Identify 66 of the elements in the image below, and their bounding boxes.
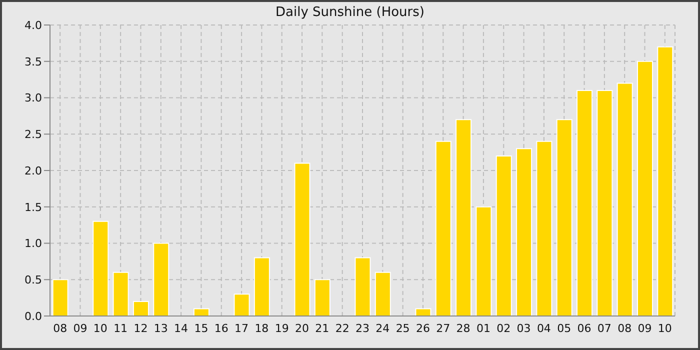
- y-tick-label: 3.5: [24, 55, 42, 68]
- x-tick-label: 23: [356, 322, 370, 335]
- x-tick-label: 04: [536, 322, 551, 335]
- bar: [415, 308, 432, 316]
- bar: [556, 119, 572, 316]
- bar: [254, 257, 270, 316]
- bar: [516, 148, 532, 316]
- x-tick-label: 08: [53, 322, 68, 335]
- bar: [314, 279, 330, 316]
- x-tick-label: 15: [194, 322, 208, 335]
- x-tick-label: 28: [456, 322, 470, 335]
- x-tick-label: 24: [376, 322, 390, 335]
- x-tick-label: 03: [516, 322, 531, 335]
- bar: [92, 220, 109, 316]
- x-tick-label: 07: [597, 322, 612, 335]
- x-tick-label: 16: [214, 322, 228, 335]
- x-tick-label: 25: [396, 322, 410, 335]
- x-tick-label: 27: [436, 322, 450, 335]
- bar: [536, 140, 552, 316]
- x-tick-label: 12: [134, 322, 148, 335]
- x-tick-label: 01: [476, 322, 490, 335]
- y-tick-label: 4.0: [24, 18, 42, 32]
- y-tick-label: 2.5: [24, 128, 42, 142]
- bar: [616, 82, 633, 316]
- y-tick-label: 1.5: [24, 200, 42, 214]
- x-tick-label: 20: [295, 322, 310, 335]
- x-tick-label: 14: [174, 322, 188, 335]
- bar: [52, 279, 68, 316]
- x-tick-label: 02: [496, 322, 511, 335]
- bar: [374, 272, 391, 316]
- x-tick-label: 10: [93, 322, 108, 335]
- bar: [496, 155, 512, 316]
- chart-title: Daily Sunshine (Hours): [274, 5, 426, 20]
- bar: [456, 119, 472, 316]
- y-tick-label: 0.5: [24, 274, 42, 287]
- x-tick-label: 08: [618, 322, 632, 335]
- x-tick-label: 13: [154, 322, 168, 335]
- bar: [657, 46, 674, 316]
- bar: [435, 140, 452, 316]
- bar: [234, 294, 250, 316]
- bar: [576, 90, 593, 316]
- bar: [112, 272, 129, 316]
- x-tick-label: 21: [315, 322, 330, 335]
- y-tick-label: 0.0: [24, 310, 42, 323]
- bar: [294, 162, 310, 316]
- bar: [354, 257, 371, 316]
- bar: [637, 60, 653, 316]
- x-tick-label: 18: [254, 322, 269, 335]
- x-tick-label: 19: [274, 322, 289, 335]
- x-tick-label: 06: [577, 322, 592, 335]
- bar: [193, 308, 210, 316]
- y-tick-label: 3.0: [24, 92, 42, 105]
- x-tick-label: 10: [658, 322, 672, 335]
- x-tick-label: 05: [557, 322, 572, 335]
- x-tick-label: 17: [234, 322, 249, 335]
- bar: [132, 300, 149, 316]
- x-tick-label: 09: [73, 322, 88, 335]
- x-tick-label: 22: [335, 322, 350, 335]
- y-tick-label: 1.0: [24, 237, 42, 250]
- x-tick-label: 09: [638, 322, 652, 335]
- x-tick-label: 26: [416, 322, 430, 335]
- y-tick-label: 2.0: [24, 164, 42, 178]
- bar: [476, 206, 492, 316]
- bar: [153, 242, 170, 316]
- bar: [596, 90, 613, 316]
- x-tick-label: 11: [114, 322, 128, 335]
